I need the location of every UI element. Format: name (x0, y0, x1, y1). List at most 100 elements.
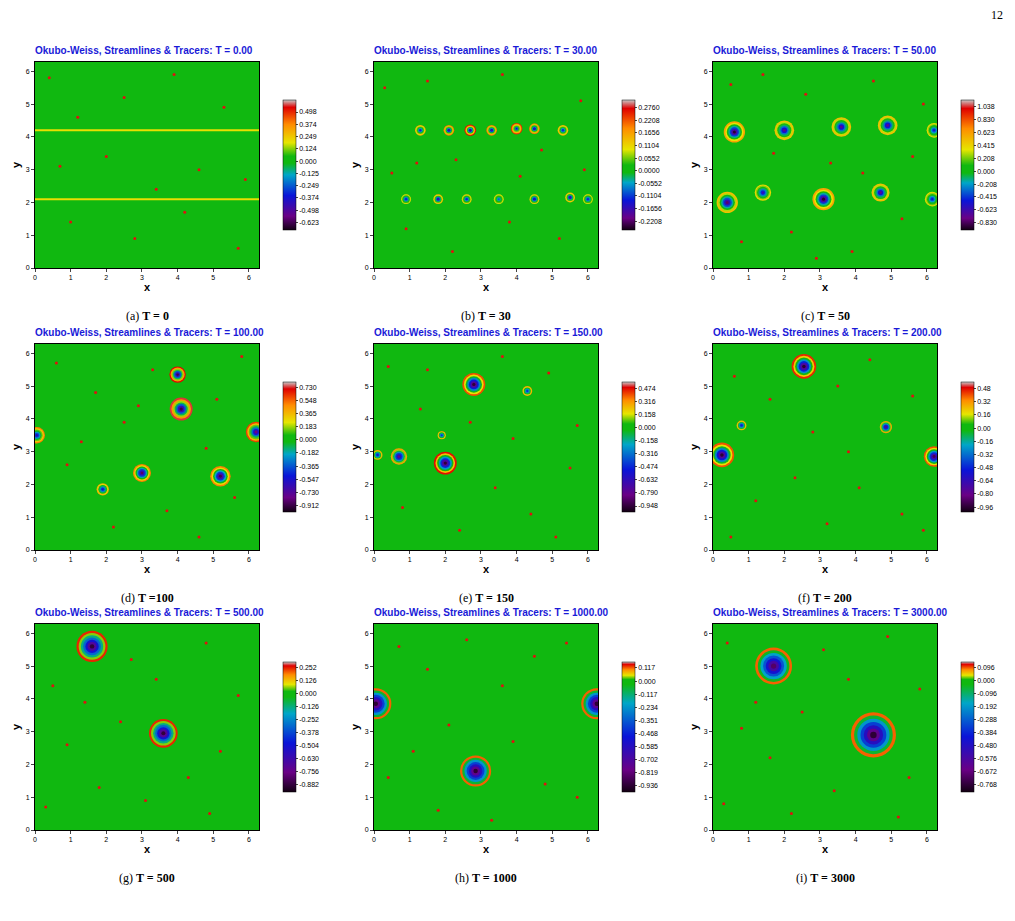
svg-text:0: 0 (365, 264, 369, 271)
svg-text:-0.378: -0.378 (299, 729, 319, 736)
svg-text:0: 0 (372, 556, 376, 563)
svg-text:-0.756: -0.756 (299, 768, 319, 775)
svg-text:0.000: 0.000 (638, 678, 656, 685)
svg-text:6: 6 (365, 630, 369, 637)
svg-text:-0.1104: -0.1104 (638, 192, 661, 199)
svg-text:-0.249: -0.249 (299, 182, 319, 189)
svg-text:-0.912: -0.912 (299, 502, 319, 509)
svg-text:1: 1 (704, 232, 708, 239)
svg-text:Okubo-Weiss, Streamlines & Tra: Okubo-Weiss, Streamlines & Tracers: T = … (713, 45, 936, 56)
svg-text:0: 0 (704, 264, 708, 271)
svg-text:(c) T = 50: (c) T = 50 (801, 309, 850, 323)
svg-text:5: 5 (889, 274, 893, 281)
svg-text:0.474: 0.474 (638, 385, 656, 392)
svg-text:0: 0 (365, 546, 369, 553)
svg-text:2: 2 (704, 761, 708, 768)
svg-text:x: x (822, 563, 829, 575)
svg-text:0.32: 0.32 (977, 398, 991, 405)
svg-text:4: 4 (26, 415, 30, 422)
svg-text:5: 5 (704, 663, 708, 670)
svg-text:1: 1 (704, 514, 708, 521)
svg-text:0.000: 0.000 (977, 168, 995, 175)
svg-text:0.16: 0.16 (977, 411, 991, 418)
svg-text:0.183: 0.183 (299, 423, 317, 430)
svg-text:0: 0 (33, 274, 37, 281)
svg-text:-0.351: -0.351 (638, 717, 658, 724)
svg-text:4: 4 (704, 133, 708, 140)
svg-text:-0.730: -0.730 (299, 489, 319, 496)
svg-text:0.000: 0.000 (299, 436, 317, 443)
svg-text:x: x (144, 281, 151, 293)
svg-text:4: 4 (854, 274, 858, 281)
svg-text:6: 6 (586, 556, 590, 563)
svg-text:1: 1 (26, 232, 30, 239)
svg-text:0.126: 0.126 (299, 677, 317, 684)
svg-text:5: 5 (704, 101, 708, 108)
svg-text:6: 6 (26, 68, 30, 75)
svg-text:6: 6 (247, 274, 251, 281)
svg-text:(e) T = 150: (e) T = 150 (459, 591, 514, 605)
svg-text:2: 2 (365, 481, 369, 488)
svg-text:0.415: 0.415 (977, 142, 995, 149)
svg-text:-0.374: -0.374 (299, 194, 319, 201)
svg-text:Okubo-Weiss, Streamlines & Tra: Okubo-Weiss, Streamlines & Tracers: T = … (35, 327, 264, 338)
svg-text:4: 4 (365, 415, 369, 422)
svg-text:(h) T = 1000: (h) T = 1000 (455, 871, 517, 885)
svg-text:2: 2 (704, 199, 708, 206)
svg-text:2: 2 (704, 481, 708, 488)
svg-text:Okubo-Weiss, Streamlines & Tra: Okubo-Weiss, Streamlines & Tracers: T = … (374, 45, 597, 56)
svg-text:-0.252: -0.252 (299, 716, 319, 723)
svg-text:-0.768: -0.768 (977, 781, 997, 788)
svg-text:x: x (483, 563, 490, 575)
svg-text:4: 4 (176, 274, 180, 281)
svg-text:0: 0 (365, 826, 369, 833)
svg-text:-0.2208: -0.2208 (638, 218, 662, 225)
svg-text:Okubo-Weiss, Streamlines & Tra: Okubo-Weiss, Streamlines & Tracers: T = … (713, 607, 948, 618)
svg-text:4: 4 (176, 556, 180, 563)
svg-text:x: x (822, 843, 829, 855)
svg-text:5: 5 (211, 836, 215, 843)
svg-text:0.365: 0.365 (299, 410, 317, 417)
svg-text:2: 2 (443, 836, 447, 843)
svg-text:-0.48: -0.48 (977, 464, 993, 471)
svg-text:6: 6 (925, 556, 929, 563)
svg-text:6: 6 (704, 68, 708, 75)
svg-text:3: 3 (140, 836, 144, 843)
svg-text:3: 3 (704, 448, 708, 455)
svg-text:y: y (688, 723, 700, 730)
svg-text:-0.468: -0.468 (638, 730, 658, 737)
svg-text:0.208: 0.208 (977, 155, 995, 162)
svg-text:3: 3 (479, 836, 483, 843)
svg-text:0: 0 (711, 556, 715, 563)
svg-text:6: 6 (925, 836, 929, 843)
svg-text:2: 2 (365, 761, 369, 768)
svg-text:-0.288: -0.288 (977, 716, 997, 723)
svg-text:-0.547: -0.547 (299, 476, 319, 483)
svg-text:2: 2 (365, 199, 369, 206)
svg-text:2: 2 (443, 274, 447, 281)
svg-text:5: 5 (211, 556, 215, 563)
svg-text:2: 2 (26, 761, 30, 768)
svg-text:3: 3 (365, 448, 369, 455)
svg-text:3: 3 (479, 556, 483, 563)
svg-text:1: 1 (747, 556, 751, 563)
svg-text:6: 6 (704, 630, 708, 637)
svg-text:1: 1 (69, 556, 73, 563)
svg-text:3: 3 (140, 274, 144, 281)
svg-text:-0.474: -0.474 (638, 463, 658, 470)
svg-text:0: 0 (33, 836, 37, 843)
svg-text:2: 2 (104, 274, 108, 281)
svg-text:3: 3 (479, 274, 483, 281)
svg-text:-0.480: -0.480 (977, 742, 997, 749)
svg-text:5: 5 (704, 383, 708, 390)
svg-text:5: 5 (550, 836, 554, 843)
svg-text:4: 4 (854, 556, 858, 563)
svg-text:0.48: 0.48 (977, 385, 991, 392)
svg-text:3: 3 (26, 166, 30, 173)
svg-text:5: 5 (365, 663, 369, 670)
svg-text:-0.702: -0.702 (638, 756, 658, 763)
svg-text:-0.234: -0.234 (638, 704, 658, 711)
svg-text:-0.0552: -0.0552 (638, 180, 662, 187)
svg-text:y: y (349, 161, 361, 168)
svg-text:-0.384: -0.384 (977, 729, 997, 736)
